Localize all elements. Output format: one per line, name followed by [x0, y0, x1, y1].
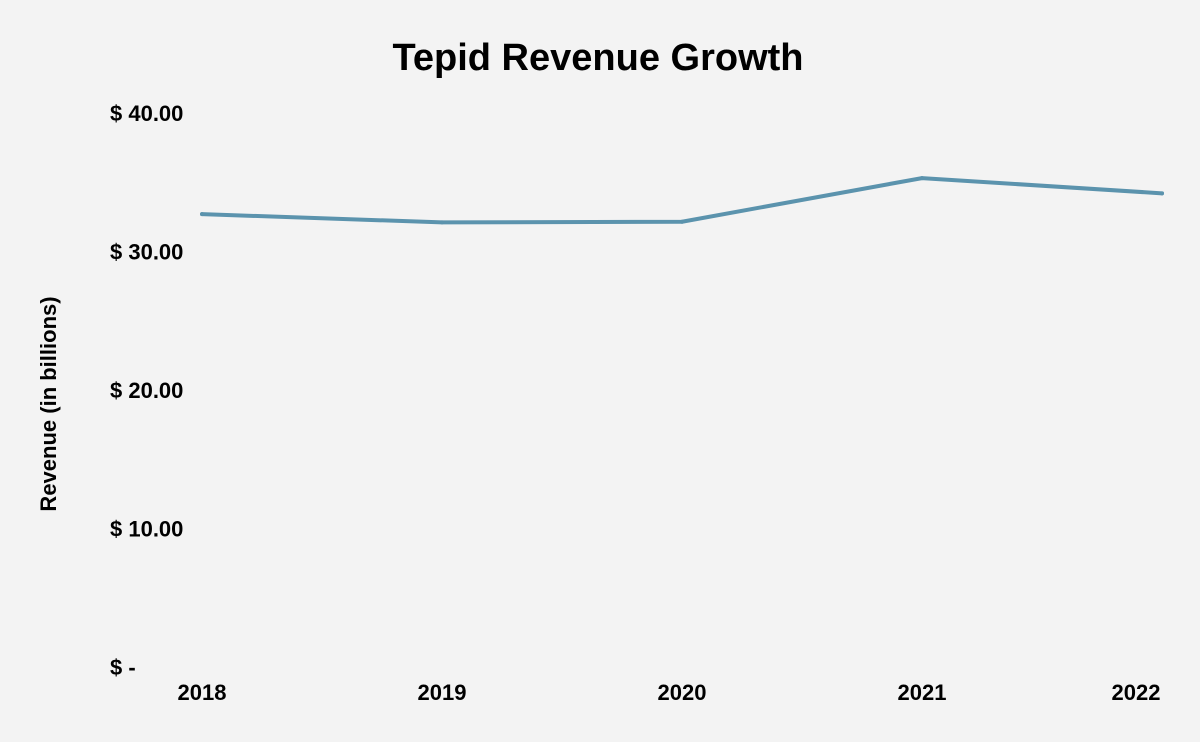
- x-tick-label: 2018: [178, 680, 227, 705]
- data-point: [440, 220, 444, 225]
- data-point: [680, 219, 684, 224]
- series-layer: [200, 176, 1164, 225]
- data-point: [920, 176, 924, 181]
- y-tick-label: $ 40.00: [110, 101, 183, 126]
- y-axis-label: Revenue (in billions): [36, 296, 61, 511]
- x-tick-label: 2021: [898, 680, 947, 705]
- x-tick-label: 2019: [418, 680, 467, 705]
- x-tick-label: 2020: [658, 680, 707, 705]
- data-point: [1160, 191, 1164, 196]
- data-point: [200, 212, 204, 217]
- y-tick-label: $ 20.00: [110, 378, 183, 403]
- chart-title: Tepid Revenue Growth: [392, 37, 803, 79]
- y-tick-label: $ -: [110, 655, 136, 680]
- series-line: [200, 176, 1164, 225]
- y-tick-label: $ 10.00: [110, 517, 183, 542]
- y-axis-ticks: $ - $ 10.00 $ 20.00 $ 30.00 $ 40.00: [110, 101, 183, 680]
- x-tick-label: 2022: [1112, 680, 1161, 705]
- x-axis-ticks: 2018 2019 2020 2021 2022: [178, 680, 1161, 705]
- y-tick-label: $ 30.00: [110, 240, 183, 265]
